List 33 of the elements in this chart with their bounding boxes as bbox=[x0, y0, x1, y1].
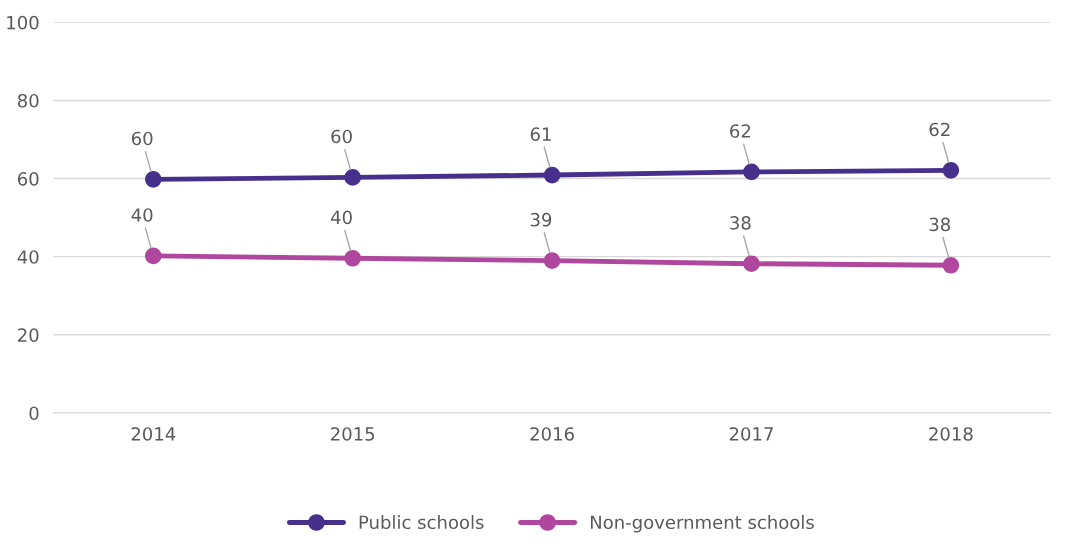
x-tick-label: 2014 bbox=[131, 427, 176, 441]
data-label: 39 bbox=[530, 212, 552, 227]
data-label: 61 bbox=[530, 127, 551, 141]
point bbox=[942, 162, 960, 179]
y-tick-label: 40 bbox=[17, 250, 39, 264]
x-tick-label: 2016 bbox=[530, 427, 574, 441]
y-tick-label: 80 bbox=[17, 93, 39, 108]
point bbox=[743, 255, 760, 273]
x-tick-label: 2018 bbox=[929, 427, 973, 441]
point bbox=[942, 256, 960, 274]
y-tick-label: 0 bbox=[29, 406, 39, 421]
point bbox=[144, 247, 162, 265]
x-tick-label: 2017 bbox=[729, 427, 773, 441]
point bbox=[344, 249, 362, 267]
legend-label: Public schools bbox=[359, 515, 484, 530]
legend-label: Non-government schools bbox=[590, 515, 814, 533]
y-tick-label: 20 bbox=[18, 328, 39, 342]
y-tick-label: 60 bbox=[18, 172, 39, 186]
y-tick-label: 100 bbox=[7, 15, 39, 30]
point bbox=[543, 166, 561, 184]
point bbox=[743, 163, 760, 181]
point bbox=[344, 169, 362, 186]
data-label: 60 bbox=[331, 129, 352, 144]
data-label: 38 bbox=[730, 216, 751, 230]
data-label: 62 bbox=[929, 122, 950, 137]
data-label: 40 bbox=[330, 210, 352, 225]
data-label: 40 bbox=[131, 208, 153, 222]
data-label: 62 bbox=[730, 124, 751, 138]
data-label: 38 bbox=[929, 217, 950, 232]
point bbox=[543, 252, 561, 269]
x-tick-label: 2015 bbox=[331, 427, 375, 441]
point bbox=[144, 171, 162, 188]
data-label: 60 bbox=[131, 131, 153, 146]
